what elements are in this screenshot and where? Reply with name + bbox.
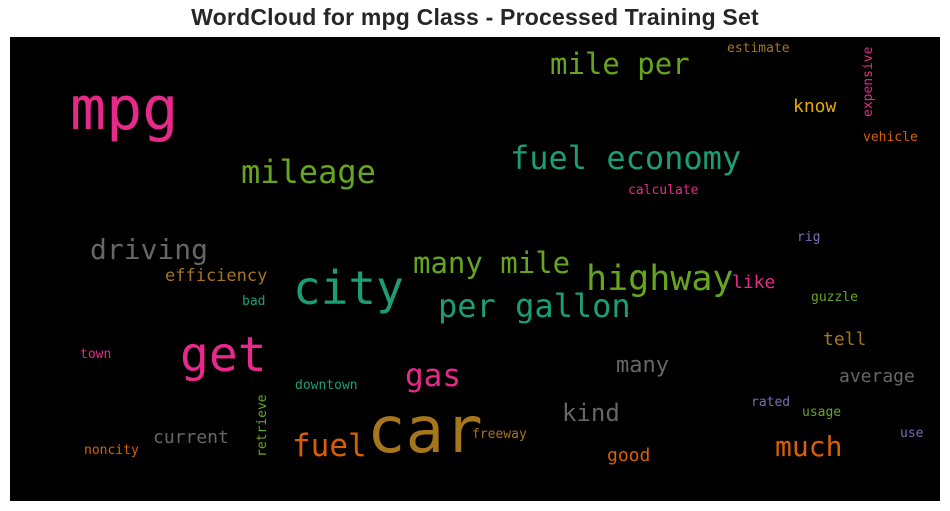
word-noncity: noncity	[84, 443, 139, 458]
word-retrieve: retrieve	[255, 394, 270, 457]
word-much: much	[775, 430, 843, 463]
word-rated: rated	[751, 395, 791, 410]
word-city: city	[293, 261, 404, 315]
word-kind: kind	[562, 399, 620, 427]
word-car: car	[367, 394, 483, 468]
word-downtown: downtown	[295, 378, 358, 393]
word-highway: highway	[586, 259, 734, 299]
word-get: get	[180, 327, 267, 383]
chart-title: WordCloud for mpg Class - Processed Trai…	[191, 4, 759, 30]
word-tell: tell	[823, 329, 867, 350]
word-mpg: mpg	[70, 74, 179, 144]
word-freeway: freeway	[472, 427, 527, 442]
word-gas: gas	[405, 358, 461, 394]
word-estimate: estimate	[727, 41, 790, 56]
word-town: town	[80, 347, 112, 362]
word-expensive: expensive	[861, 46, 876, 117]
word-many-mile: many mile	[413, 246, 571, 280]
word-bad: bad	[242, 294, 266, 309]
word-many: many	[616, 353, 669, 378]
word-know: know	[793, 96, 837, 117]
word-cloud: mpg car get city highway fuel economy pe…	[10, 37, 940, 501]
word-fuel-economy: fuel economy	[510, 139, 742, 177]
word-current: current	[153, 427, 229, 448]
word-guzzle: guzzle	[811, 290, 858, 305]
word-rig: rig	[797, 230, 821, 245]
word-driving: driving	[90, 233, 209, 266]
word-calculate: calculate	[628, 183, 699, 198]
word-efficiency: efficiency	[165, 266, 268, 286]
word-fuel: fuel	[292, 428, 367, 464]
word-per-gallon: per gallon	[438, 287, 631, 325]
word-mile-per: mile per	[550, 47, 690, 81]
word-vehicle: vehicle	[863, 130, 918, 145]
word-usage: usage	[802, 405, 842, 420]
word-average: average	[839, 366, 915, 387]
word-mileage: mileage	[241, 153, 376, 191]
word-use: use	[900, 426, 924, 441]
word-like: like	[732, 272, 776, 293]
word-good: good	[607, 445, 651, 466]
